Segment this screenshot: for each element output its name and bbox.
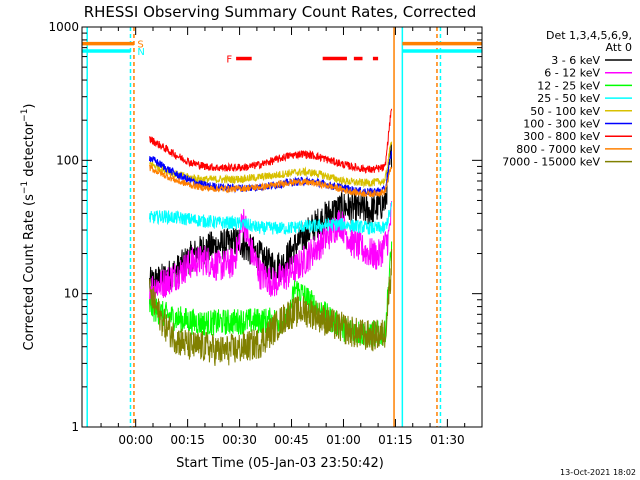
- legend-label-3: 25 - 50 keV: [537, 92, 600, 105]
- x-tick-label-2: 00:30: [222, 433, 257, 447]
- series-line-8: [149, 248, 393, 366]
- x-axis-label: Start Time (05-Jan-03 23:50:42): [176, 456, 384, 471]
- plot-area: SNF 00:00 00:15 00:30 00:45 01:00 01:15 01:30 …: [48, 20, 483, 447]
- vertical-markers: [86, 27, 442, 427]
- x-tick-label-4: 01:00: [326, 433, 361, 447]
- legend-header-line-2: Att 0: [606, 41, 632, 54]
- x-tick-label-5: 01:15: [378, 433, 413, 447]
- flag-bars: SN F: [82, 40, 482, 66]
- series-line-7: [149, 163, 393, 198]
- y-axis-label: Corrected Count Rate (s−1 detector−1): [20, 103, 37, 350]
- series-line-6: [149, 108, 393, 174]
- y-tick-label-2: 100: [56, 153, 79, 167]
- x-tick-label-6: 01:30: [430, 433, 465, 447]
- legend-label-7: 800 - 7000 keV: [516, 143, 600, 156]
- y-tick-label-1: 10: [64, 287, 79, 301]
- chart-title: RHESSI Observing Summary Count Rates, Co…: [84, 3, 477, 21]
- plot-frame: [81, 26, 483, 428]
- legend-label-6: 300 - 800 keV: [523, 130, 600, 143]
- x-tick-label-1: 00:15: [170, 433, 205, 447]
- series-line-1: [149, 201, 393, 305]
- flag-label-N: N: [137, 47, 144, 58]
- legend-label-1: 6 - 12 keV: [544, 67, 600, 80]
- legend-label-5: 100 - 300 keV: [523, 118, 600, 131]
- y-axis: 1 10 100 1000: [48, 20, 482, 434]
- flag-label-F: F: [226, 55, 232, 66]
- legend-header-line-1: Det 1,3,4,5,6,9,: [546, 29, 632, 42]
- timestamp: 13-Oct-2021 18:02: [560, 468, 636, 477]
- series-line-3: [149, 201, 393, 236]
- legend-label-8: 7000 - 15000 keV: [502, 156, 600, 169]
- x-tick-label-3: 00:45: [274, 433, 309, 447]
- legend-label-2: 12 - 25 keV: [537, 79, 600, 92]
- flag-label-S: S: [137, 40, 143, 51]
- legend-label-4: 50 - 100 keV: [530, 105, 600, 118]
- x-axis: 00:00 00:15 00:30 00:45 01:00 01:15 01:30: [100, 27, 483, 447]
- x-tick-label-0: 00:00: [118, 433, 153, 447]
- legend-label-0: 3 - 6 keV: [551, 54, 600, 67]
- series-line-0: [149, 142, 393, 294]
- series-lines: [149, 108, 393, 366]
- y-tick-label-3: 1000: [48, 20, 79, 34]
- y-tick-label-0: 1: [71, 420, 79, 434]
